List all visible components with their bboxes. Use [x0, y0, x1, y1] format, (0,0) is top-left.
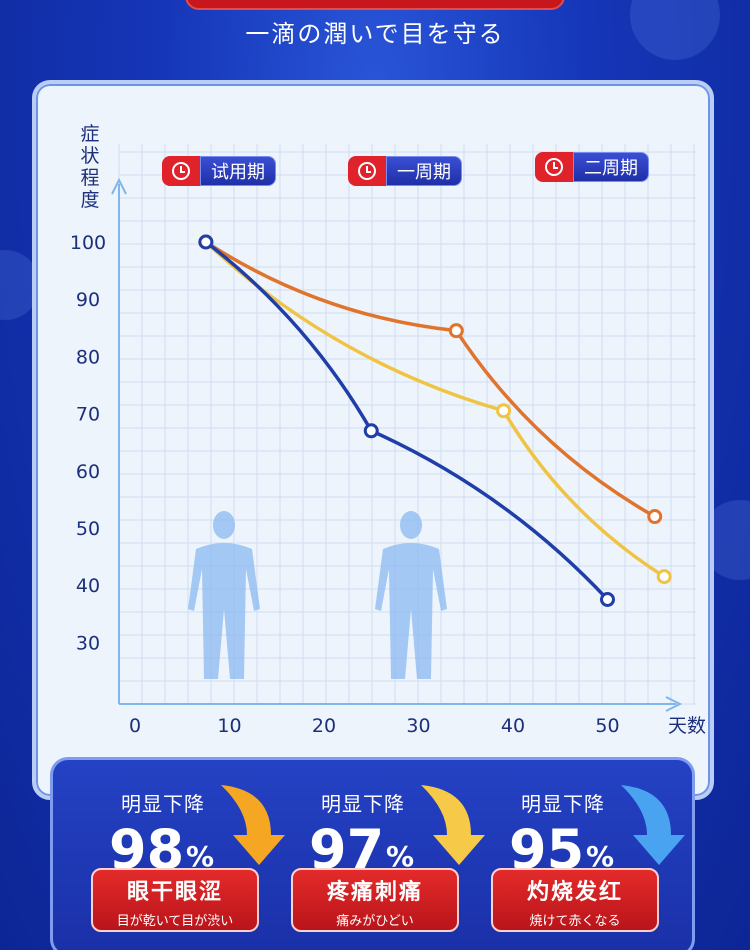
- y-tick-label: 60: [76, 461, 100, 483]
- data-point: [198, 234, 214, 250]
- data-point: [496, 403, 512, 419]
- stat-unit: %: [186, 840, 215, 873]
- stat-dry-eyes: 明显下降 98 % 眼干眼涩 目が乾いて目が渋い: [91, 760, 291, 950]
- period-label: 二周期: [573, 152, 649, 182]
- y-axis-arrow: [111, 177, 127, 195]
- series-line: [204, 240, 666, 579]
- data-point: [448, 323, 464, 339]
- symptom-title: 灼烧发红: [526, 880, 623, 905]
- x-tick-label: 30: [406, 715, 430, 737]
- symptom-badge: 眼干眼涩 目が乾いて目が渋い: [91, 868, 259, 932]
- symptom-title: 眼干眼涩: [126, 880, 223, 905]
- stat-unit: %: [586, 840, 615, 873]
- decor-bubble: [630, 0, 720, 60]
- x-tick-label: 20: [312, 715, 336, 737]
- data-point: [600, 592, 615, 607]
- stat-burning: 明显下降 95 % 灼烧发红 焼けて赤くなる: [491, 760, 691, 950]
- period-tag-cycle2: 二周期: [535, 152, 649, 182]
- symptom-caption: 痛みがひどい: [336, 914, 414, 929]
- page-subtitle: 一滴の潤いで目を守る: [245, 20, 505, 48]
- clock-icon: [535, 152, 573, 182]
- y-tick-label: 30: [76, 632, 100, 654]
- symptom-caption: 焼けて赤くなる: [529, 914, 621, 929]
- clock-icon: [162, 156, 200, 186]
- period-label: 一周期: [386, 156, 462, 186]
- y-tick-label: 90: [76, 289, 100, 311]
- x-tick-label: 10: [217, 715, 241, 737]
- symptom-title: 疼痛刺痛: [326, 880, 423, 905]
- y-tick-label: 80: [76, 346, 100, 368]
- series-line: [204, 240, 657, 519]
- period-tag-trial: 试用期: [162, 156, 276, 186]
- stat-unit: %: [386, 840, 415, 873]
- chart-card: 症状程度天数 100 90 80 70 60 50 40 30 0 10 20 30 40 50 试用期 一…: [32, 80, 714, 800]
- human-silhouette-icon: [188, 511, 260, 679]
- human-silhouette-icon: [375, 511, 447, 679]
- period-label: 试用期: [200, 156, 276, 186]
- x-tick-label: 0: [129, 715, 141, 737]
- y-axis-title-char: 程: [80, 167, 99, 189]
- y-axis-title-char: 症: [80, 123, 99, 145]
- data-point: [363, 423, 379, 439]
- stat-heading: 明显下降: [321, 792, 405, 816]
- top-banner: [185, 0, 565, 10]
- down-arrow-icon: [421, 785, 485, 865]
- stat-heading: 明显下降: [521, 792, 605, 816]
- y-tick-label: 40: [76, 575, 100, 597]
- data-point: [656, 569, 672, 585]
- x-axis-title: 天数: [668, 715, 706, 737]
- data-point: [647, 509, 663, 525]
- stats-panel: 明显下降 98 % 眼干眼涩 目が乾いて目が渋い 明显下降 97 % 疼痛刺痛 …: [50, 757, 695, 950]
- period-tag-cycle1: 一周期: [348, 156, 462, 186]
- down-arrow-icon: [621, 785, 685, 865]
- x-tick-label: 40: [501, 715, 525, 737]
- stat-heading: 明显下降: [121, 792, 205, 816]
- x-axis-arrow: [665, 696, 683, 712]
- clock-icon: [348, 156, 386, 186]
- y-axis-title-char: 状: [80, 145, 99, 167]
- symptom-badge: 灼烧发红 焼けて赤くなる: [491, 868, 659, 932]
- symptom-badge: 疼痛刺痛 痛みがひどい: [291, 868, 459, 932]
- y-tick-label: 70: [76, 404, 100, 426]
- stat-pain: 明显下降 97 % 疼痛刺痛 痛みがひどい: [291, 760, 491, 950]
- y-tick-label: 100: [70, 232, 106, 254]
- y-axis-title-char: 度: [80, 189, 99, 211]
- x-tick-label: 50: [595, 715, 619, 737]
- y-tick-label: 50: [76, 518, 100, 540]
- down-arrow-icon: [221, 785, 285, 865]
- symptom-caption: 目が乾いて目が渋い: [116, 914, 234, 929]
